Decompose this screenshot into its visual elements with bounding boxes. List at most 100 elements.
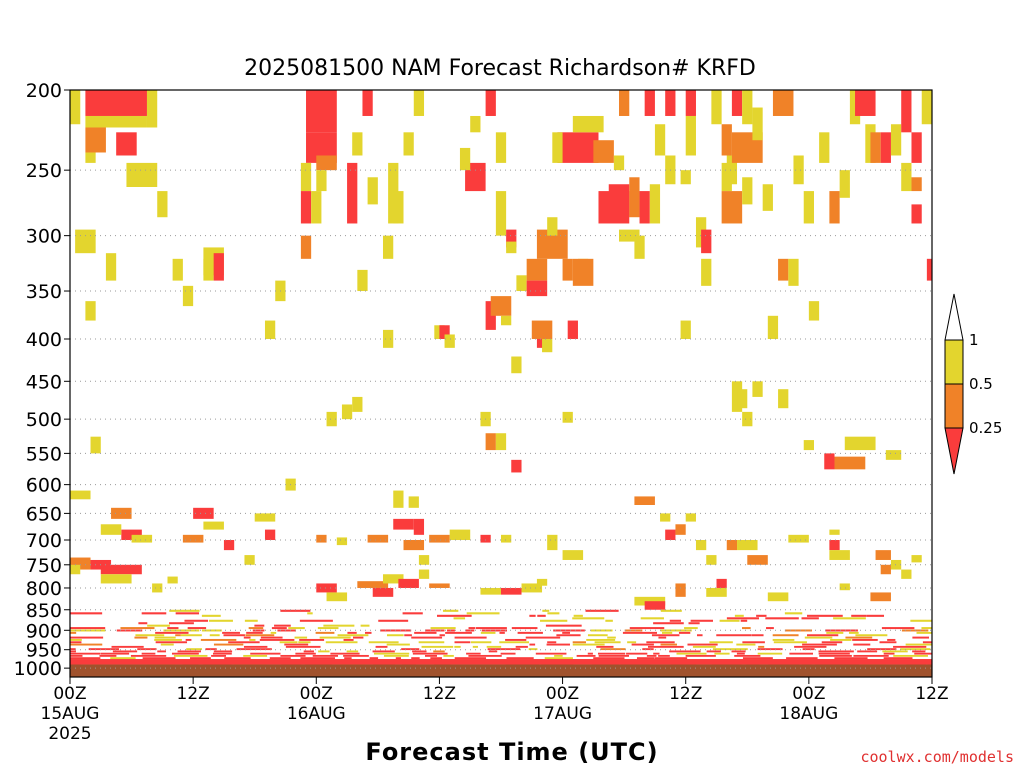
heat-cell-148: [182, 534, 204, 543]
heat-cell-187: [880, 564, 891, 575]
blh-streak-12: [547, 612, 560, 615]
heat-cell-60: [567, 320, 578, 339]
heat-cell-176: [706, 555, 717, 565]
heat-cell-50: [526, 258, 548, 281]
heat-cell-130: [495, 433, 507, 451]
blh-streak-230: [213, 650, 233, 653]
heat-cell-100: [819, 132, 830, 163]
blh-streak-142: [845, 636, 873, 639]
heat-cell-90: [742, 90, 753, 125]
blh-streak-112: [209, 634, 220, 637]
blh-streak-259: [597, 652, 626, 655]
blh-streak-286: [646, 654, 657, 657]
blh-streak-92: [246, 631, 263, 634]
heat-cell-47: [506, 229, 517, 248]
heat-cell-56: [542, 338, 553, 353]
blh-streak-122: [696, 634, 703, 637]
y-tick-label-450: 450: [26, 371, 62, 393]
blh-streak-234: [372, 650, 395, 653]
colorbar-label-1: 1: [969, 331, 979, 349]
blh-streak-179: [922, 641, 932, 644]
heat-cell-49: [516, 275, 527, 292]
heat-cell-85: [701, 229, 712, 254]
blh-streak-157: [887, 638, 896, 641]
heat-cell-146: [100, 524, 122, 535]
heat-cell-141: [844, 436, 876, 451]
blh-streak-272: [130, 654, 167, 657]
heat-cell-163: [418, 555, 430, 565]
heat-cell-113: [911, 204, 922, 224]
y-tick-label-1000: 1000: [14, 658, 62, 680]
blh-streak-60: [317, 627, 339, 630]
heat-cell-81: [685, 90, 696, 116]
heat-cell-1: [85, 90, 147, 116]
blh-streak-103: [622, 631, 658, 634]
blh-streak-63: [475, 627, 507, 630]
heat-cell-202: [418, 569, 430, 579]
heat-cell-80: [665, 90, 676, 116]
blh-streak-218: [528, 648, 538, 651]
blh-streak-7: [141, 612, 167, 615]
heat-cell-27: [362, 90, 373, 116]
blh-streak-295: [142, 657, 176, 660]
blh-streak-20: [756, 614, 767, 617]
heat-cell-134: [90, 436, 101, 454]
x-tick-label-5: 12Z: [669, 684, 702, 704]
blh-streak-118: [439, 634, 445, 637]
heat-cell-126: [737, 389, 748, 409]
blh-streak-66: [684, 627, 698, 630]
blh-streak-216: [401, 648, 420, 651]
heat-cell-161: [408, 496, 419, 508]
heat-cell-194: [70, 564, 81, 575]
blh-streak-220: [642, 648, 654, 651]
blh-streak-158: [70, 641, 82, 644]
heat-cell-11: [85, 301, 96, 321]
heat-cell-213: [767, 592, 789, 602]
heat-cell-207: [536, 578, 548, 586]
heat-cell-0: [70, 90, 81, 125]
blh-streak-222: [757, 648, 783, 651]
heat-cell-201: [398, 578, 419, 588]
blh-streak-124: [751, 634, 764, 637]
blh-streak-147: [200, 638, 237, 641]
blh-streak-191: [736, 643, 756, 646]
blh-streak-187: [572, 643, 605, 646]
heat-cell-200: [382, 574, 404, 584]
heat-cell-9: [75, 229, 96, 254]
y-tick-label-250: 250: [26, 160, 62, 182]
heat-cell-181: [829, 529, 840, 535]
blh-streak-82: [553, 629, 585, 632]
blh-streak-109: [135, 634, 165, 637]
x-tick-date-4: 17AUG: [533, 704, 592, 724]
blh-streak-53: [70, 627, 106, 630]
heat-cell-137: [341, 404, 353, 420]
heat-cell-69: [613, 155, 625, 171]
heat-cell-108: [890, 124, 902, 156]
heat-cell-25: [316, 170, 327, 192]
blh-streak-56: [187, 627, 207, 630]
blh-streak-100: [499, 631, 505, 634]
heat-cell-177: [726, 540, 738, 551]
blh-streak-273: [173, 654, 208, 657]
surface-layer: [70, 659, 932, 665]
blh-streak-296: [190, 657, 211, 660]
colorbar-label-0-5: 0.5: [969, 375, 993, 393]
heat-cell-166: [480, 534, 491, 543]
boundary-layer-streaks: [70, 609, 932, 666]
heat-cell-173: [675, 524, 686, 535]
blh-streak-232: [318, 650, 330, 653]
blh-streak-213: [186, 648, 202, 651]
blh-streak-301: [369, 657, 379, 660]
blh-streak-305: [454, 657, 487, 660]
blh-streak-105: [678, 631, 691, 634]
blh-streak-270: [70, 654, 83, 657]
blh-streak-32: [208, 619, 233, 622]
x-tick-year-0: 2025: [48, 724, 91, 744]
heat-cell-142: [885, 450, 902, 460]
blh-streak-181: [160, 643, 174, 646]
heat-cell-87: [721, 124, 732, 156]
heat-cell-174: [685, 513, 696, 522]
blh-streak-55: [167, 627, 179, 630]
blh-streak-162: [298, 641, 311, 644]
heat-cell-188: [901, 569, 912, 579]
